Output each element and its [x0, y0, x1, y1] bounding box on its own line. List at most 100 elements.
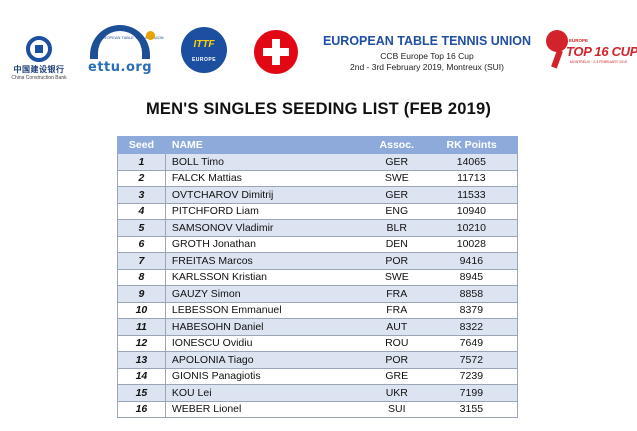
ranking-points-cell: 7649 [425, 334, 518, 352]
association-cell: ENG [367, 202, 426, 220]
ranking-points-cell: 8379 [425, 301, 518, 319]
association-cell: SWE [367, 169, 426, 187]
association-cell: GRE [367, 367, 426, 385]
player-name-cell: WEBER Lionel [164, 400, 368, 418]
ranking-points-cell: 8858 [425, 285, 518, 303]
table-row: 11 HABESOHN Daniel AUT 8322 [117, 318, 518, 336]
association-cell: UKR [367, 384, 426, 402]
player-name-cell: LEBESSON Emmanuel [164, 301, 368, 319]
ranking-points-cell: 7199 [425, 384, 518, 402]
seeding-table: Seed NAME Assoc. RK Points 1 BOLL Timo GER… [117, 136, 518, 418]
player-name-cell: SAMSONOV Vladimir [164, 219, 368, 237]
association-cell: DEN [367, 235, 426, 253]
top16-logo-ccb: CCB EUROPE [558, 38, 589, 43]
table-row: 14 GIONIS Panagiotis GRE 7239 [117, 367, 518, 385]
seed-cell: 2 [117, 169, 166, 187]
player-name-cell: KARLSSON Kristian [164, 268, 368, 286]
player-name-cell: GAUZY Simon [164, 285, 368, 303]
table-row: 15 KOU Lei UKR 7199 [117, 384, 518, 402]
association-cell: FRA [367, 285, 426, 303]
seed-cell: 14 [117, 367, 166, 385]
association-cell: AUT [367, 318, 426, 336]
ranking-points-cell: 9416 [425, 252, 518, 270]
seed-cell: 16 [117, 400, 166, 418]
ittf-europe-word: EUROPE [191, 57, 217, 63]
seed-cell: 9 [117, 285, 166, 303]
ranking-points-cell: 8322 [425, 318, 518, 336]
association-cell: SWE [367, 268, 426, 286]
association-cell: ROU [367, 334, 426, 352]
ranking-points-cell: 11533 [425, 186, 518, 204]
player-name-cell: FREITAS Marcos [164, 252, 368, 270]
header-assoc: Assoc. [367, 136, 427, 154]
ranking-points-cell: 14065 [425, 153, 518, 171]
association-cell: FRA [367, 301, 426, 319]
top16-logo-sub: MONTREUX · 2-3 FEBRUARY 2019 [570, 60, 627, 64]
ranking-points-cell: 7572 [425, 351, 518, 369]
ittf-europe-logo: ITTF EUROPE [176, 27, 232, 75]
table-row: 12 IONESCU Ovidiu ROU 7649 [117, 334, 518, 352]
player-name-cell: APOLONIA Tiago [164, 351, 368, 369]
ranking-points-cell: 11713 [425, 169, 518, 187]
paddle-icon [546, 30, 568, 52]
ittf-europe-disc-icon: ITTF EUROPE [181, 27, 227, 73]
ranking-points-cell: 7239 [425, 367, 518, 385]
table-row: 2 FALCK Mattias SWE 11713 [117, 169, 518, 187]
ccb-logo: 中国建设银行 China Construction Bank [4, 36, 74, 81]
ettu-logo-text: ettu.org [88, 60, 153, 75]
ettu-logo-small-text: EUROPEAN TABLE TENNIS UNION [98, 35, 164, 40]
player-name-cell: OVTCHAROV Dimitrij [164, 186, 368, 204]
player-name-cell: FALCK Mattias [164, 169, 368, 187]
ranking-points-cell: 10210 [425, 219, 518, 237]
ccb-emblem-icon [26, 36, 52, 62]
seed-cell: 15 [117, 384, 166, 402]
association-cell: GER [367, 186, 426, 204]
event-date-venue: 2nd - 3rd February 2019, Montreux (SUI) [349, 62, 504, 72]
player-name-cell: IONESCU Ovidiu [164, 334, 368, 352]
ettu-logo: EUROPEAN TABLE TENNIS UNION ettu.org [84, 25, 164, 77]
table-row: 16 WEBER Lionel SUI 3155 [117, 400, 518, 418]
seed-cell: 12 [117, 334, 166, 352]
ball-icon [146, 31, 155, 40]
event-name: CCB Europe Top 16 Cup [380, 51, 474, 61]
seed-cell: 10 [117, 301, 166, 319]
swiss-cross-icon [254, 30, 298, 74]
page-title: MEN'S SINGLES SEEDING LIST (FEB 2019) [145, 100, 492, 118]
table-header-row: Seed NAME Assoc. RK Points [117, 136, 518, 154]
table-row: 7 FREITAS Marcos POR 9416 [117, 252, 518, 270]
table-row: 10 LEBESSON Emmanuel FRA 8379 [117, 301, 518, 319]
ranking-points-cell: 10028 [425, 235, 518, 253]
header-name: NAME [164, 136, 369, 154]
table-row: 4 PITCHFORD Liam ENG 10940 [117, 202, 518, 220]
player-name-cell: GROTH Jonathan [164, 235, 368, 253]
seed-cell: 6 [117, 235, 166, 253]
ettu-arc-icon [90, 25, 150, 59]
table-row: 13 APOLONIA Tiago POR 7572 [117, 351, 518, 369]
player-name-cell: PITCHFORD Liam [164, 202, 368, 220]
seed-cell: 3 [117, 186, 166, 204]
seed-cell: 7 [117, 252, 166, 270]
seed-cell: 1 [117, 153, 166, 171]
header-points: RK Points [425, 136, 518, 154]
event-header: EUROPEAN TABLE TENNIS UNION CCB Europe T… [316, 34, 538, 72]
top16-cup-logo: CCB EUROPE TOP 16 CUP MONTREUX · 2-3 FEB… [546, 24, 637, 76]
player-name-cell: HABESOHN Daniel [164, 318, 368, 336]
seed-cell: 8 [117, 268, 166, 286]
table-row: 8 KARLSSON Kristian SWE 8945 [117, 268, 518, 286]
top16-logo-main: TOP 16 CUP [566, 44, 637, 59]
association-cell: POR [367, 351, 426, 369]
table-row: 3 OVTCHAROV Dimitrij GER 11533 [117, 186, 518, 204]
ccb-logo-english: China Construction Bank [11, 75, 67, 81]
ranking-points-cell: 3155 [425, 400, 518, 418]
seed-cell: 13 [117, 351, 166, 369]
seed-cell: 11 [117, 318, 166, 336]
seed-cell: 5 [117, 219, 166, 237]
association-cell: GER [367, 153, 426, 171]
association-cell: BLR [367, 219, 426, 237]
association-cell: SUI [367, 400, 426, 418]
ranking-points-cell: 10940 [425, 202, 518, 220]
organization-name: EUROPEAN TABLE TENNIS UNION [322, 34, 532, 48]
seed-cell: 4 [117, 202, 166, 220]
ittf-europe-ittf-text: ITTF [193, 39, 215, 50]
player-name-cell: GIONIS Panagiotis [164, 367, 368, 385]
